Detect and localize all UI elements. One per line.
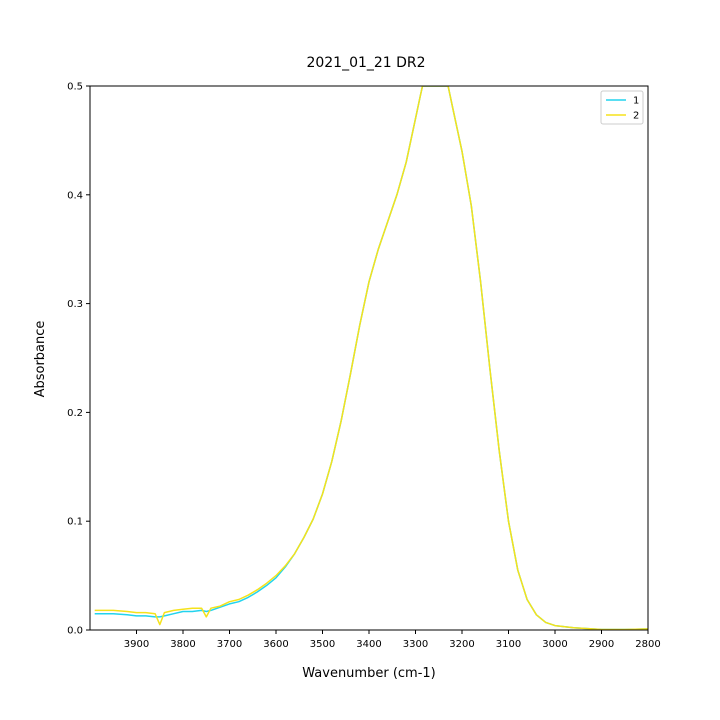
series-layer	[94, 86, 648, 630]
x-tick-label: 3000	[542, 639, 567, 650]
x-tick-label: 3700	[217, 639, 242, 650]
x-axis: 3900 3800 3700 3600 3500 3400 3300 3200 3100 3000…	[124, 630, 661, 650]
x-tick-label: 3100	[496, 639, 521, 650]
x-tick-label: 3200	[449, 639, 474, 650]
legend-label-1: 1	[633, 96, 639, 107]
x-tick-label: 3600	[263, 639, 288, 650]
y-axis-label: Absorbance	[33, 321, 48, 398]
y-tick-label: 0.0	[67, 626, 83, 637]
x-tick-label: 3300	[403, 639, 428, 650]
x-tick-label: 2800	[635, 639, 660, 650]
y-axis: 0.0 0.1 0.2 0.3 0.4 0.5	[67, 82, 90, 637]
y-tick-label: 0.1	[67, 517, 83, 528]
x-tick-label: 3500	[310, 639, 335, 650]
legend-label-2: 2	[633, 111, 639, 122]
x-tick-label: 2900	[589, 639, 614, 650]
chart-title: 2021_01_21 DR2	[306, 55, 425, 71]
y-tick-label: 0.3	[67, 299, 83, 310]
x-tick-label: 3900	[124, 639, 149, 650]
legend: 12	[600, 90, 644, 125]
x-tick-label: 3400	[356, 639, 381, 650]
y-tick-label: 0.2	[67, 408, 83, 419]
y-tick-label: 0.5	[67, 82, 83, 93]
x-tick-label: 3800	[170, 639, 195, 650]
x-axis-label: Wavenumber (cm-1)	[302, 666, 435, 681]
series-line-2	[94, 86, 648, 630]
y-tick-label: 0.4	[67, 190, 83, 201]
